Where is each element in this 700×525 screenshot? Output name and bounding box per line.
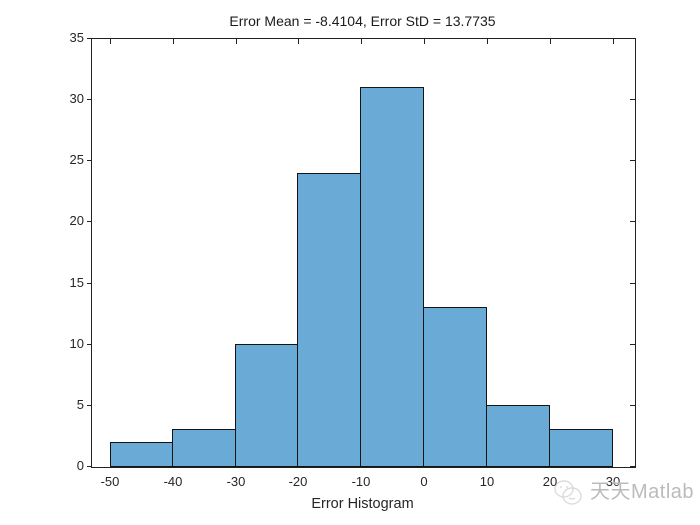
histogram-bar bbox=[110, 442, 173, 467]
y-tick-mark-right bbox=[630, 344, 635, 345]
y-tick-mark-left bbox=[87, 99, 91, 100]
y-tick-mark-right bbox=[630, 221, 635, 222]
x-tick-label: 20 bbox=[542, 474, 558, 489]
y-tick-mark-left bbox=[87, 283, 91, 284]
y-tick-label: 25 bbox=[69, 152, 84, 167]
x-tick-mark-top bbox=[487, 39, 488, 44]
x-tick-mark-top bbox=[361, 39, 362, 44]
y-tick-mark-left bbox=[87, 221, 91, 222]
x-tick-label: -10 bbox=[351, 474, 371, 489]
histogram-bar bbox=[235, 344, 298, 467]
y-tick-mark-right bbox=[630, 99, 635, 100]
x-tick-label: -20 bbox=[288, 474, 308, 489]
histogram-bar bbox=[423, 307, 487, 467]
histogram-bar bbox=[172, 429, 236, 467]
x-tick-label: 10 bbox=[479, 474, 495, 489]
y-tick-label: 35 bbox=[69, 30, 84, 45]
y-tick-mark-right bbox=[630, 466, 635, 467]
y-tick-mark-left bbox=[87, 344, 91, 345]
histogram-bar bbox=[360, 87, 424, 467]
y-tick-mark-right bbox=[630, 405, 635, 406]
histogram-bar bbox=[486, 405, 550, 467]
x-tick-label: 0 bbox=[420, 474, 428, 489]
chart-title: Error Mean = -8.4104, Error StD = 13.773… bbox=[229, 13, 496, 29]
y-tick-label: 20 bbox=[69, 213, 84, 228]
y-tick-mark-left bbox=[87, 38, 91, 39]
x-tick-mark-top bbox=[236, 39, 237, 44]
x-tick-mark-top bbox=[424, 39, 425, 44]
x-tick-label: -30 bbox=[226, 474, 246, 489]
histogram-bar bbox=[549, 429, 613, 467]
y-tick-mark-left bbox=[87, 160, 91, 161]
y-tick-label: 0 bbox=[76, 458, 84, 473]
x-tick-mark-top bbox=[613, 39, 614, 44]
y-tick-mark-right bbox=[630, 160, 635, 161]
x-tick-mark-top bbox=[110, 39, 111, 44]
x-tick-mark-top bbox=[298, 39, 299, 44]
x-tick-mark-top bbox=[173, 39, 174, 44]
y-tick-mark-left bbox=[87, 466, 91, 467]
y-tick-label: 5 bbox=[76, 397, 84, 412]
y-tick-mark-right bbox=[630, 283, 635, 284]
y-tick-label: 15 bbox=[69, 275, 84, 290]
y-tick-label: 10 bbox=[69, 336, 84, 351]
y-tick-mark-left bbox=[87, 405, 91, 406]
y-tick-mark-right bbox=[630, 38, 635, 39]
x-tick-mark-top bbox=[550, 39, 551, 44]
x-tick-label: -40 bbox=[163, 474, 183, 489]
x-tick-label: -50 bbox=[100, 474, 120, 489]
histogram-bar bbox=[297, 173, 361, 467]
x-axis-label: Error Histogram bbox=[311, 496, 414, 512]
y-tick-label: 30 bbox=[69, 91, 84, 106]
x-tick-label: 30 bbox=[605, 474, 621, 489]
